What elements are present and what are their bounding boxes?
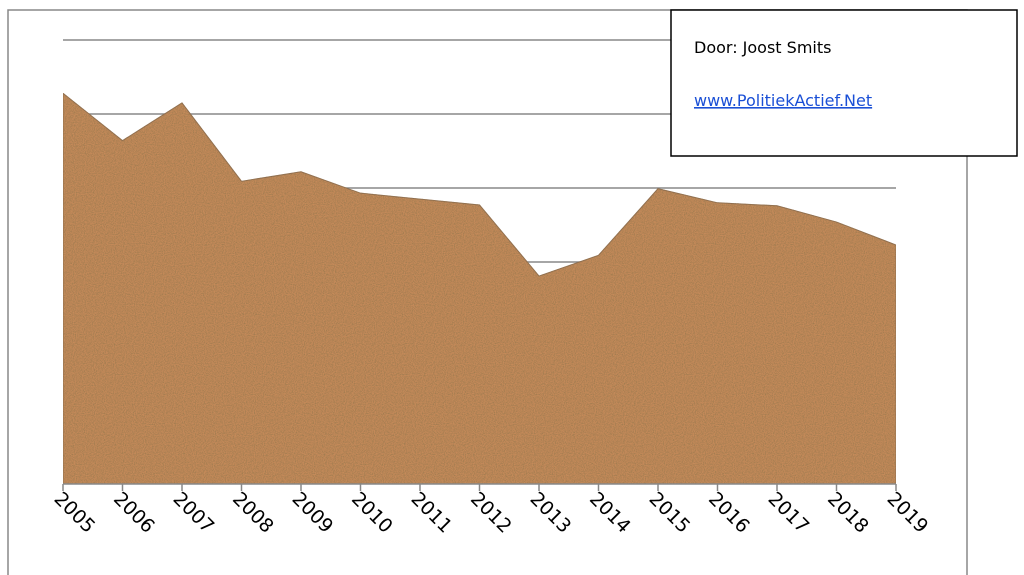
x-tick-label: 2017 [764, 488, 814, 538]
x-tick-label: 2009 [288, 488, 338, 538]
x-tick-label: 2005 [50, 488, 100, 538]
chart-frame [7, 9, 968, 575]
area [62, 92, 897, 485]
note-box [670, 9, 1018, 157]
x-tick-label: 2008 [228, 488, 278, 538]
x-tick-label: 2011 [407, 488, 457, 538]
x-tick-label: 2007 [169, 488, 219, 538]
x-tick-label: 2019 [883, 488, 933, 538]
x-tick-label: 2010 [347, 488, 397, 538]
site-link[interactable]: www.PolitiekActief.Net [694, 91, 872, 110]
x-tick-label: 2016 [704, 488, 754, 538]
author-note: Door: Joost Smits [694, 38, 831, 57]
x-tick-label: 2015 [645, 488, 695, 538]
x-tick-label: 2013 [526, 488, 576, 538]
x-tick-label: 2018 [823, 488, 873, 538]
x-tick-label: 2014 [585, 488, 635, 538]
x-tick-label: 2012 [466, 488, 516, 538]
x-tick-label: 2006 [109, 488, 159, 538]
